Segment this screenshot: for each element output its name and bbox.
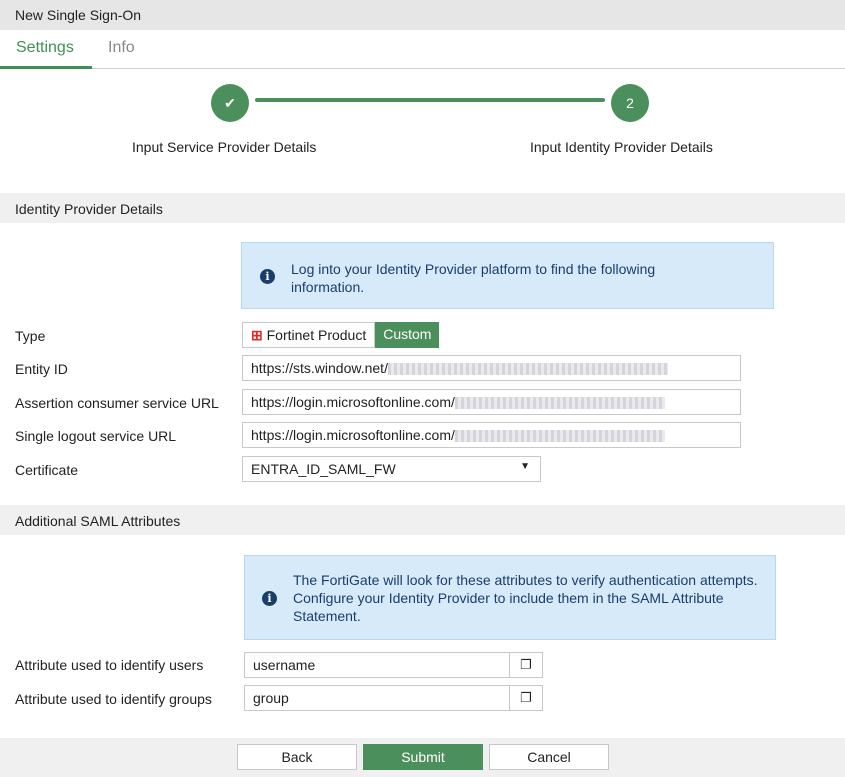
saml-section-header: Additional SAML Attributes — [0, 505, 845, 535]
submit-button[interactable]: Submit — [363, 744, 483, 770]
certificate-label: Certificate — [15, 462, 79, 478]
window-title: New Single Sign-On — [0, 0, 845, 30]
redacted-text — [454, 397, 665, 410]
type-label: Type — [15, 328, 46, 344]
tab-info[interactable]: Info — [108, 39, 135, 56]
slo-url-value: https://login.microsoftonline.com/ — [251, 427, 455, 443]
step-2-label: Input Identity Provider Details — [530, 139, 713, 155]
tab-bar: Settings Info — [0, 30, 845, 69]
copy-icon[interactable]: ❐ — [509, 652, 543, 678]
redacted-text — [454, 430, 665, 443]
cancel-button[interactable]: Cancel — [489, 744, 609, 770]
back-button[interactable]: Back — [237, 744, 357, 770]
info-icon: i — [262, 591, 277, 606]
certificate-select[interactable]: ENTRA_ID_SAML_FW ▼ — [242, 456, 541, 482]
step-1-label: Input Service Provider Details — [132, 139, 317, 155]
idp-info-box: i Log into your Identity Provider platfo… — [241, 242, 774, 309]
idp-section-header: Identity Provider Details — [0, 193, 845, 223]
copy-icon[interactable]: ❐ — [509, 685, 543, 711]
acs-url-label: Assertion consumer service URL — [15, 395, 219, 411]
acs-url-value: https://login.microsoftonline.com/ — [251, 394, 455, 410]
entity-id-value: https://sts.window.net/ — [251, 360, 388, 376]
slo-url-input[interactable]: https://login.microsoftonline.com/ — [242, 422, 741, 448]
active-tab-indicator — [0, 66, 92, 69]
check-icon: ✔ — [211, 84, 249, 122]
type-fortinet-label: Fortinet Product — [266, 327, 367, 343]
users-attribute-input[interactable]: username — [244, 652, 510, 678]
fortinet-logo-icon: ⊞ — [251, 327, 263, 343]
entity-id-label: Entity ID — [15, 361, 68, 377]
idp-info-text: Log into your Identity Provider platform… — [291, 261, 656, 295]
saml-info-text: The FortiGate will look for these attrib… — [293, 572, 758, 624]
saml-info-box: i The FortiGate will look for these attr… — [244, 555, 776, 640]
tab-settings[interactable]: Settings — [16, 39, 74, 56]
info-icon: i — [260, 269, 275, 284]
type-fortinet-product[interactable]: ⊞ Fortinet Product — [242, 322, 376, 348]
redacted-text — [387, 363, 668, 376]
users-attribute-label: Attribute used to identify users — [15, 657, 204, 673]
groups-attribute-input[interactable]: group — [244, 685, 510, 711]
groups-attribute-label: Attribute used to identify groups — [15, 691, 212, 707]
type-custom[interactable]: Custom — [375, 322, 440, 348]
type-toggle: ⊞ Fortinet Product Custom — [242, 322, 440, 348]
wizard-progress-bar — [255, 98, 605, 102]
certificate-value: ENTRA_ID_SAML_FW — [251, 461, 396, 477]
slo-url-label: Single logout service URL — [15, 428, 177, 444]
acs-url-input[interactable]: https://login.microsoftonline.com/ — [242, 389, 741, 415]
step-2-marker: 2 — [611, 84, 649, 122]
entity-id-input[interactable]: https://sts.window.net/ — [242, 355, 741, 381]
chevron-down-icon: ▼ — [520, 461, 530, 472]
